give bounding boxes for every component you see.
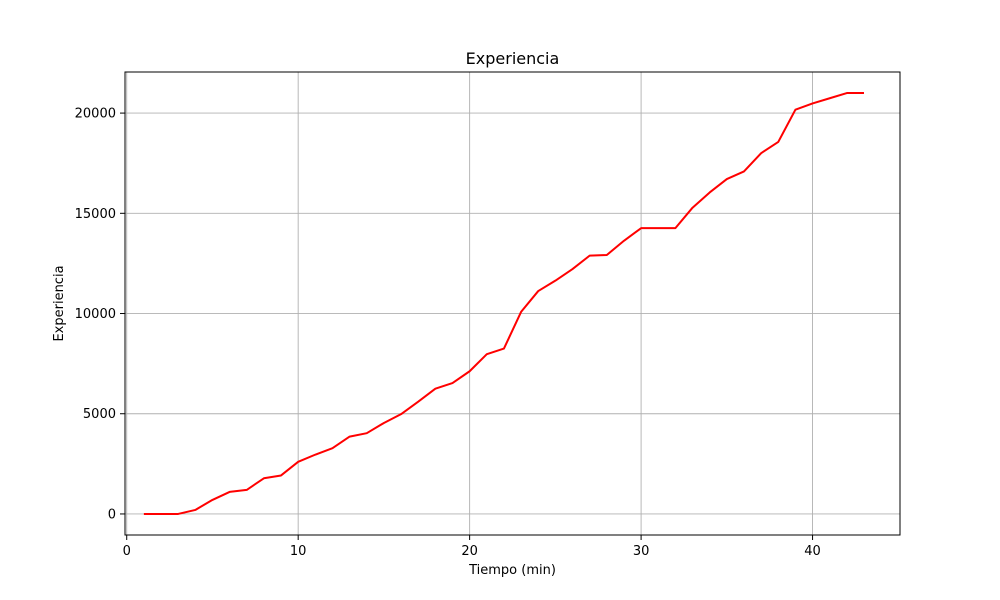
- series-layer: [143, 92, 864, 515]
- x-tick-label: 40: [804, 544, 821, 559]
- x-tick-label: 20: [461, 544, 478, 559]
- x-tick-label: 10: [290, 544, 307, 559]
- y-tick-label: 0: [108, 507, 116, 522]
- series-line: [143, 92, 864, 515]
- chart-title: Experiencia: [466, 49, 560, 68]
- plot-frame: [124, 71, 901, 536]
- y-tick-label: 20000: [75, 107, 116, 122]
- y-axis-title: Experiencia: [52, 265, 67, 341]
- y-tick-label: 5000: [83, 407, 116, 422]
- x-axis-title: Tiempo (min): [468, 563, 556, 578]
- y-tick-label: 15000: [75, 207, 116, 222]
- tick-layer: 0 10 20 30 40 0 5000 10000 15000 20000: [75, 107, 821, 559]
- y-tick-label: 10000: [75, 307, 116, 322]
- x-tick-label: 30: [633, 544, 650, 559]
- x-tick-label: 0: [123, 544, 131, 559]
- grid-layer: [125, 72, 900, 535]
